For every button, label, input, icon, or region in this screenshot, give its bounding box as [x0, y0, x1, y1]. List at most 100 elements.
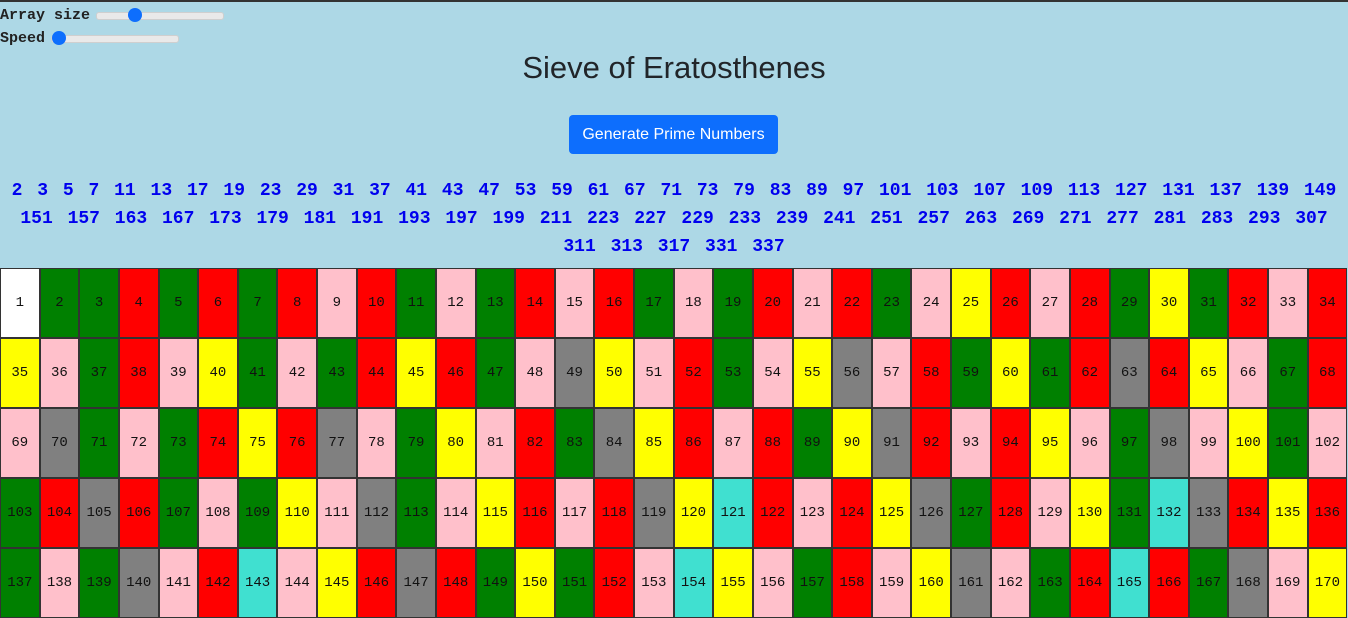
number-cell: 117 — [554, 478, 595, 548]
number-cell: 69 — [0, 408, 40, 478]
number-cell: 20 — [752, 268, 793, 338]
prime-number: 179 — [256, 209, 289, 229]
number-cell: 60 — [990, 338, 1031, 408]
number-cell: 15 — [554, 268, 595, 338]
number-cell: 104 — [39, 478, 80, 548]
array-size-slider-thumb[interactable] — [128, 7, 143, 22]
number-cell: 163 — [1030, 548, 1070, 618]
number-cell: 130 — [1069, 478, 1110, 548]
prime-number: 331 — [705, 237, 738, 257]
number-cell: 6 — [198, 268, 238, 338]
number-cell: 29 — [1109, 268, 1150, 338]
prime-number: 127 — [1115, 181, 1148, 201]
number-cell: 116 — [515, 478, 555, 548]
number-grid: 1 2 3 4 5 6 7 8 9 10 11 12 13 14 15 16 17 18 19 20 21 22 23 24 2… — [0, 268, 1348, 618]
number-cell: 47 — [475, 338, 516, 408]
number-cell: 86 — [673, 408, 714, 478]
number-cell: 127 — [951, 478, 991, 548]
number-cell: 135 — [1268, 478, 1308, 548]
prime-number: 271 — [1059, 209, 1092, 229]
prime-number: 311 — [563, 237, 596, 257]
prime-number: 71 — [660, 181, 683, 201]
number-cell: 101 — [1268, 408, 1308, 478]
number-cell: 5 — [158, 268, 199, 338]
prime-number: 137 — [1209, 181, 1242, 201]
prime-number: 191 — [350, 209, 384, 229]
prime-number: 193 — [398, 209, 431, 229]
number-cell: 12 — [435, 268, 476, 338]
prime-number: 313 — [610, 237, 643, 257]
number-cell: 63 — [1109, 338, 1150, 408]
prime-number: 211 — [539, 209, 573, 229]
prime-number: 229 — [681, 209, 714, 229]
speed-slider-thumb[interactable] — [52, 30, 67, 45]
number-cell: 136 — [1307, 478, 1348, 548]
number-cell: 115 — [475, 478, 516, 548]
number-cell: 34 — [1307, 268, 1348, 338]
speed-slider[interactable] — [51, 30, 180, 45]
page-title: Sieve of Eratosthenes — [522, 50, 826, 85]
prime-number: 251 — [870, 209, 903, 229]
number-cell: 74 — [198, 408, 238, 478]
number-cell: 100 — [1228, 408, 1268, 478]
number-cell: 39 — [158, 338, 199, 408]
number-cell: 84 — [594, 408, 634, 478]
generate-prime-numbers-button[interactable]: Generate Prime Numbers — [569, 115, 778, 154]
number-cell: 153 — [634, 548, 674, 618]
prime-number: 47 — [478, 181, 500, 201]
prime-number: 223 — [586, 209, 620, 229]
number-cell: 139 — [79, 548, 119, 618]
prime-number: 3 — [37, 181, 49, 201]
number-cell: 76 — [277, 408, 317, 478]
number-cell: 122 — [752, 478, 793, 548]
number-cell: 124 — [832, 478, 872, 548]
number-cell: 97 — [1109, 408, 1150, 478]
number-cell: 96 — [1069, 408, 1110, 478]
number-cell: 154 — [673, 548, 714, 618]
prime-number: 197 — [445, 209, 478, 229]
prime-number: 151 — [20, 209, 53, 229]
prime-number: 103 — [926, 181, 959, 201]
number-cell: 42 — [277, 338, 317, 408]
number-cell: 146 — [356, 548, 397, 618]
number-cell: 49 — [554, 338, 595, 408]
array-size-slider[interactable] — [96, 7, 225, 22]
number-cell: 91 — [871, 408, 912, 478]
prime-number: 317 — [657, 237, 691, 257]
number-cell: 50 — [594, 338, 634, 408]
prime-number: 239 — [775, 209, 809, 229]
prime-number: 73 — [696, 181, 719, 201]
number-cell: 88 — [752, 408, 793, 478]
number-cell: 7 — [237, 268, 278, 338]
prime-number: 43 — [441, 181, 464, 201]
number-cell: 18 — [673, 268, 714, 338]
number-cell: 145 — [317, 548, 357, 618]
number-cell: 24 — [911, 268, 951, 338]
number-cell: 78 — [356, 408, 397, 478]
number-cell: 52 — [673, 338, 714, 408]
prime-number: 79 — [733, 181, 755, 201]
number-cell: 19 — [713, 268, 753, 338]
prime-number: 11 — [114, 181, 136, 201]
number-cell: 11 — [396, 268, 436, 338]
number-cell: 121 — [713, 478, 753, 548]
number-cell: 131 — [1109, 478, 1150, 548]
number-cell: 134 — [1228, 478, 1268, 548]
number-cell: 87 — [713, 408, 753, 478]
number-cell: 41 — [237, 338, 278, 408]
number-cell: 83 — [554, 408, 595, 478]
number-cell: 62 — [1069, 338, 1110, 408]
prime-number: 157 — [67, 209, 100, 229]
number-cell: 89 — [792, 408, 833, 478]
number-cell: 33 — [1268, 268, 1308, 338]
number-cell: 164 — [1069, 548, 1110, 618]
number-cell: 170 — [1307, 548, 1348, 618]
prime-number: 97 — [842, 181, 865, 201]
number-cell: 65 — [1188, 338, 1229, 408]
number-cell: 43 — [317, 338, 357, 408]
prime-number: 7 — [88, 181, 100, 201]
prime-number: 269 — [1011, 209, 1045, 229]
number-cell: 26 — [990, 268, 1031, 338]
prime-number: 61 — [587, 181, 610, 201]
prime-number: 281 — [1153, 209, 1186, 229]
